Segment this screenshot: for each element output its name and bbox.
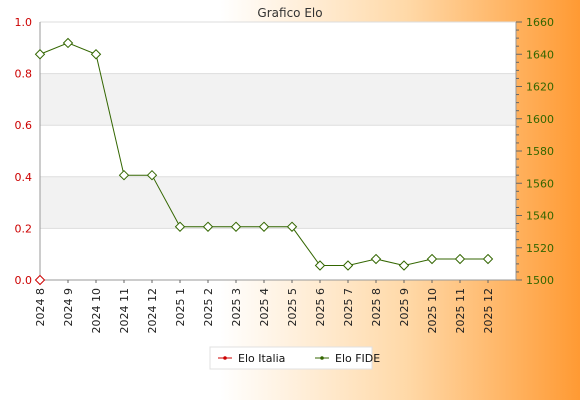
right-tick-label: 1560 (526, 177, 554, 190)
data-point (454, 253, 466, 265)
data-point (314, 260, 326, 271)
right-tick-label: 1540 (526, 210, 554, 223)
x-tick-label: 2025 4 (258, 288, 271, 327)
left-tick-label: 0.8 (15, 68, 33, 81)
grid-bands (40, 21, 516, 281)
left-tick-label: 0.0 (15, 274, 33, 287)
x-tick-label: 2024 10 (90, 288, 103, 334)
data-point (34, 49, 46, 60)
legend-swatch-dot (223, 356, 227, 360)
legend-label: Elo Italia (238, 352, 285, 365)
left-tick-label: 0.4 (15, 171, 33, 184)
x-tick-label: 2025 6 (314, 288, 327, 327)
series-layer (34, 37, 494, 286)
data-point (118, 169, 130, 181)
data-point (342, 260, 354, 271)
x-tick-label: 2024 11 (118, 288, 131, 334)
right-tick-label: 1580 (526, 145, 554, 158)
x-tick-label: 2025 1 (174, 288, 187, 327)
left-tick-label: 1.0 (15, 16, 33, 29)
data-point (174, 221, 186, 232)
x-tick-label: 2025 7 (342, 288, 355, 327)
x-tick-label: 2025 2 (202, 288, 215, 327)
x-tick-label: 2025 8 (370, 288, 383, 327)
right-tick-label: 1600 (526, 113, 554, 126)
chart-title: Grafico Elo (257, 6, 322, 20)
data-point (62, 37, 74, 49)
right-tick-label: 1640 (526, 48, 554, 61)
data-point (426, 253, 438, 265)
left-tick-label: 0.2 (15, 222, 33, 235)
grid-band (40, 73, 516, 126)
data-point (90, 49, 102, 60)
data-point (202, 221, 214, 232)
x-tick-label: 2024 9 (62, 288, 75, 327)
axes: 0.0 0.2 0.4 0.6 0.8 1.0 1500 1520 1540 1560 1580 16… (15, 16, 555, 334)
right-tick-label: 1520 (526, 242, 554, 255)
data-point (482, 253, 494, 265)
grid-band (40, 176, 516, 229)
x-tick-label: 2025 3 (230, 288, 243, 327)
x-tick-label: 2025 5 (286, 288, 299, 327)
x-tick-label: 2025 12 (482, 288, 495, 334)
data-point (258, 221, 270, 232)
x-tick-label: 2024 12 (146, 288, 159, 334)
right-tick-label: 1660 (526, 16, 554, 29)
plot-area (40, 22, 516, 280)
data-point (146, 169, 158, 181)
data-point (286, 221, 298, 232)
legend-box (209, 346, 373, 370)
data-point (398, 260, 410, 271)
legend: Elo Italia Elo FIDE (209, 346, 380, 370)
x-tick-label: 2025 11 (454, 288, 467, 334)
data-point (34, 274, 46, 286)
data-point (230, 221, 242, 232)
data-point (370, 253, 382, 265)
legend-swatch-dot (320, 356, 324, 360)
legend-label: Elo FIDE (335, 352, 380, 365)
right-tick-label: 1620 (526, 81, 554, 94)
x-tick-label: 2025 9 (398, 288, 411, 327)
left-tick-label: 0.6 (15, 119, 33, 132)
x-tick-label: 2024 8 (34, 288, 47, 327)
right-tick-label: 1500 (526, 274, 554, 287)
x-tick-label: 2025 10 (426, 288, 439, 334)
